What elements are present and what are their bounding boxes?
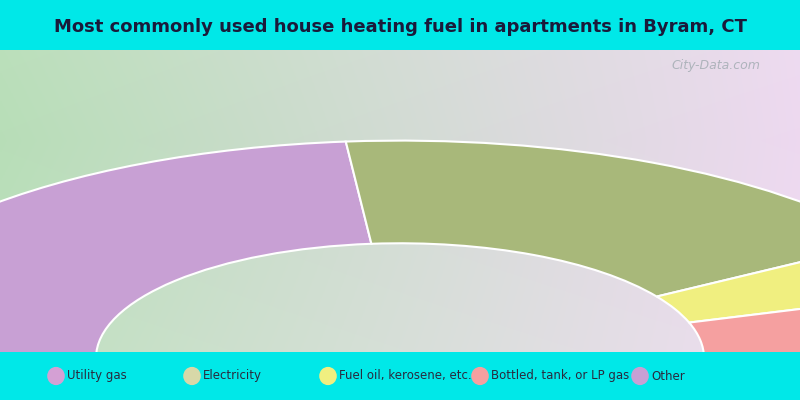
Text: Utility gas: Utility gas xyxy=(67,370,127,382)
Ellipse shape xyxy=(631,367,649,385)
Wedge shape xyxy=(657,242,800,322)
Wedge shape xyxy=(689,291,800,358)
Text: Most commonly used house heating fuel in apartments in Byram, CT: Most commonly used house heating fuel in… xyxy=(54,18,746,36)
Ellipse shape xyxy=(319,367,337,385)
Text: Electricity: Electricity xyxy=(203,370,262,382)
Text: Fuel oil, kerosene, etc.: Fuel oil, kerosene, etc. xyxy=(339,370,472,382)
Text: City-Data.com: City-Data.com xyxy=(671,59,760,72)
Ellipse shape xyxy=(47,367,65,385)
Text: Other: Other xyxy=(651,370,685,382)
Ellipse shape xyxy=(183,367,201,385)
Text: Bottled, tank, or LP gas: Bottled, tank, or LP gas xyxy=(491,370,630,382)
Wedge shape xyxy=(346,141,800,296)
Wedge shape xyxy=(0,142,371,358)
Ellipse shape xyxy=(471,367,489,385)
